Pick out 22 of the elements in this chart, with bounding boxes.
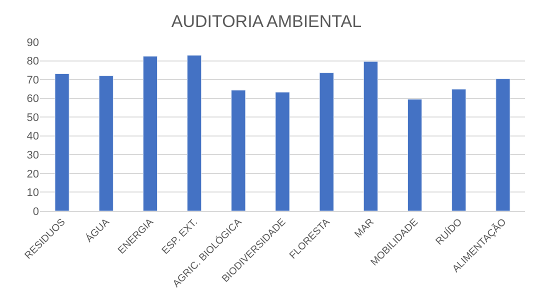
bar	[363, 61, 378, 211]
bar	[319, 72, 334, 211]
y-tick-label: 10	[26, 187, 39, 200]
bar	[98, 76, 114, 211]
bar	[275, 92, 290, 211]
y-tick-label: 0	[32, 206, 39, 218]
y-tick-label: 30	[26, 150, 39, 162]
y-tick-label: 80	[26, 56, 39, 68]
y-tick-label: 50	[26, 112, 39, 124]
y-tick-label: 20	[26, 168, 39, 180]
bar	[452, 88, 466, 211]
bar	[187, 55, 202, 211]
bar	[54, 73, 70, 211]
y-tick-label: 70	[26, 74, 39, 86]
bar	[142, 56, 158, 211]
y-tick-label: 90	[26, 36, 39, 49]
y-tick-label: 40	[26, 130, 39, 143]
bar	[496, 78, 510, 211]
bar	[231, 90, 246, 211]
chart-title: AUDITORIA AMBIENTAL	[171, 12, 362, 31]
bar	[407, 99, 422, 211]
y-tick-label: 60	[26, 93, 39, 106]
